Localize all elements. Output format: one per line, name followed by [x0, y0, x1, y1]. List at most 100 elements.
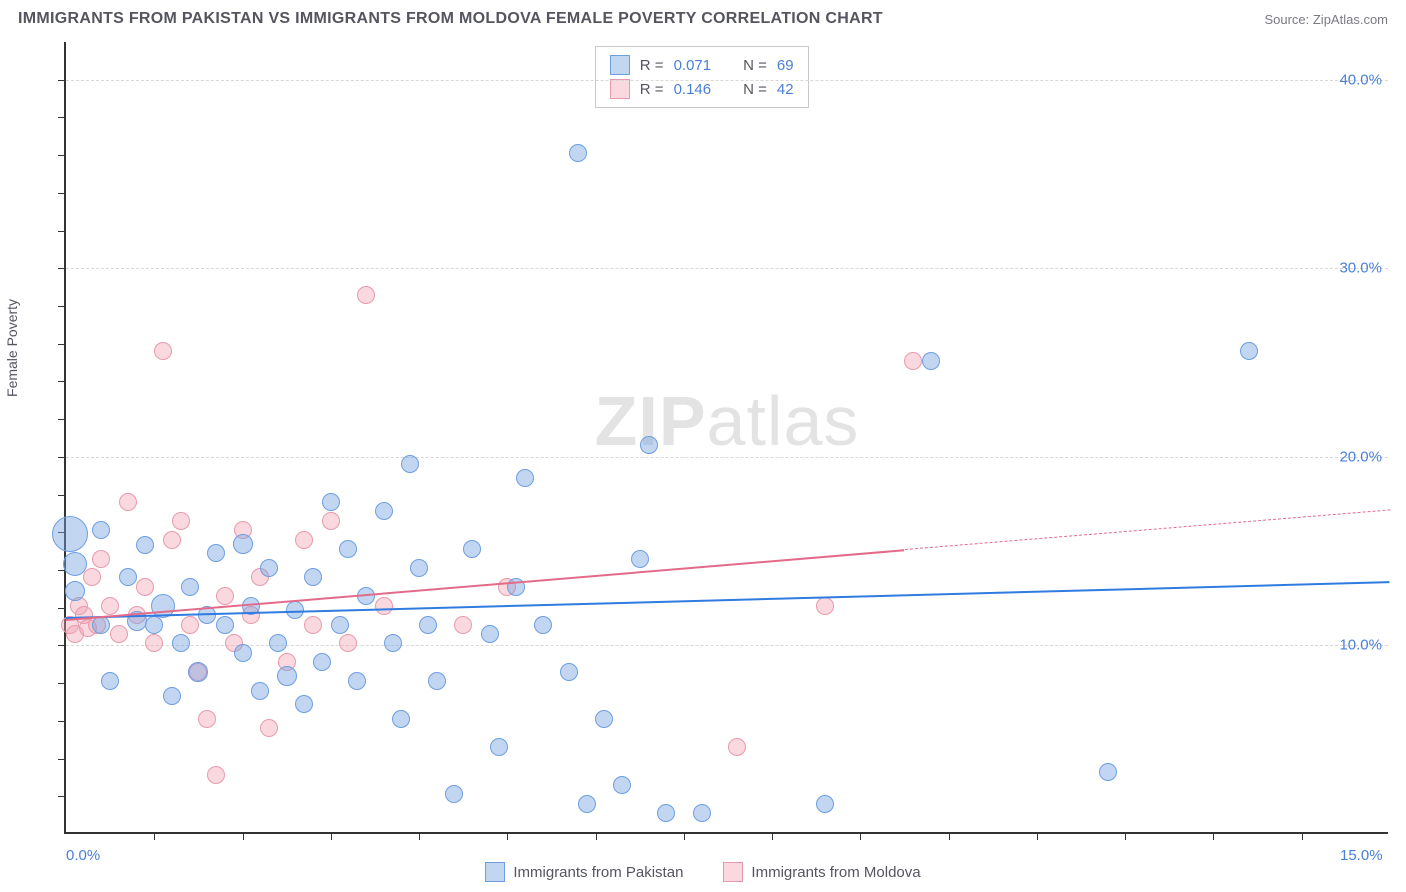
stat-n-value: 42	[777, 81, 794, 98]
y-tick	[58, 457, 66, 458]
scatter-point-pakistan	[419, 616, 437, 634]
scatter-point-moldova	[172, 512, 190, 530]
trendline-moldova-extrapolated	[904, 510, 1390, 551]
y-axis-label: Female Poverty	[4, 299, 20, 397]
y-tick	[58, 80, 66, 81]
scatter-point-moldova	[198, 710, 216, 728]
y-tick	[58, 759, 66, 760]
x-tick	[507, 832, 508, 840]
x-tick	[419, 832, 420, 840]
scatter-point-pakistan	[65, 581, 85, 601]
y-tick	[58, 608, 66, 609]
scatter-point-pakistan	[119, 568, 137, 586]
scatter-point-pakistan	[269, 634, 287, 652]
scatter-point-pakistan	[384, 634, 402, 652]
scatter-point-moldova	[357, 286, 375, 304]
stat-r-value: 0.071	[674, 57, 712, 74]
stat-r-value: 0.146	[674, 81, 712, 98]
y-tick	[58, 306, 66, 307]
scatter-point-pakistan	[560, 663, 578, 681]
scatter-point-pakistan	[392, 710, 410, 728]
scatter-point-pakistan	[1099, 763, 1117, 781]
scatter-point-moldova	[92, 550, 110, 568]
y-tick	[58, 495, 66, 496]
scatter-point-moldova	[304, 616, 322, 634]
scatter-point-moldova	[119, 493, 137, 511]
y-tick	[58, 231, 66, 232]
gridline	[66, 268, 1388, 269]
scatter-point-pakistan	[277, 666, 297, 686]
scatter-point-pakistan	[172, 634, 190, 652]
stat-r-key: R =	[640, 57, 664, 74]
plot-region: ZIPatlas R = 0.071N = 69R = 0.146N = 42 …	[64, 42, 1388, 834]
scatter-point-moldova	[163, 531, 181, 549]
scatter-point-pakistan	[63, 552, 87, 576]
scatter-point-pakistan	[410, 559, 428, 577]
scatter-point-pakistan	[569, 144, 587, 162]
x-tick	[1037, 832, 1038, 840]
scatter-point-pakistan	[339, 540, 357, 558]
chart-title: IMMIGRANTS FROM PAKISTAN VS IMMIGRANTS F…	[18, 10, 883, 28]
scatter-point-moldova	[260, 719, 278, 737]
scatter-point-moldova	[101, 597, 119, 615]
scatter-point-moldova	[181, 616, 199, 634]
scatter-point-pakistan	[595, 710, 613, 728]
legend-label: Immigrants from Pakistan	[513, 864, 683, 881]
stat-n-value: 69	[777, 57, 794, 74]
scatter-point-moldova	[145, 634, 163, 652]
stats-legend-box: R = 0.071N = 69R = 0.146N = 42	[595, 46, 809, 108]
scatter-point-moldova	[136, 578, 154, 596]
scatter-point-moldova	[207, 766, 225, 784]
scatter-point-pakistan	[375, 502, 393, 520]
scatter-point-pakistan	[657, 804, 675, 822]
y-tick	[58, 721, 66, 722]
scatter-point-moldova	[295, 531, 313, 549]
series-legend: Immigrants from PakistanImmigrants from …	[0, 862, 1406, 882]
chart-area: Female Poverty ZIPatlas R = 0.071N = 69R…	[18, 42, 1388, 834]
y-tick	[58, 344, 66, 345]
y-tick	[58, 381, 66, 382]
scatter-point-pakistan	[181, 578, 199, 596]
scatter-point-pakistan	[251, 682, 269, 700]
scatter-point-moldova	[154, 342, 172, 360]
x-tick	[331, 832, 332, 840]
gridline	[66, 645, 1388, 646]
scatter-point-pakistan	[101, 672, 119, 690]
scatter-point-pakistan	[207, 544, 225, 562]
y-tick-label: 10.0%	[1339, 637, 1382, 654]
scatter-point-pakistan	[631, 550, 649, 568]
scatter-point-pakistan	[481, 625, 499, 643]
scatter-point-pakistan	[445, 785, 463, 803]
scatter-point-pakistan	[188, 662, 208, 682]
scatter-point-pakistan	[163, 687, 181, 705]
y-tick	[58, 419, 66, 420]
scatter-point-pakistan	[816, 795, 834, 813]
y-tick-label: 40.0%	[1339, 71, 1382, 88]
scatter-point-pakistan	[613, 776, 631, 794]
scatter-point-pakistan	[331, 616, 349, 634]
x-tick	[243, 832, 244, 840]
y-tick	[58, 268, 66, 269]
x-tick	[949, 832, 950, 840]
scatter-point-moldova	[375, 597, 393, 615]
stat-n-key: N =	[743, 57, 767, 74]
scatter-point-pakistan	[92, 521, 110, 539]
source-label: Source: ZipAtlas.com	[1264, 12, 1388, 27]
legend-swatch	[723, 862, 743, 882]
scatter-point-pakistan	[313, 653, 331, 671]
scatter-point-pakistan	[534, 616, 552, 634]
scatter-point-pakistan	[295, 695, 313, 713]
scatter-point-pakistan	[322, 493, 340, 511]
x-tick	[1125, 832, 1126, 840]
scatter-point-pakistan	[234, 644, 252, 662]
scatter-point-pakistan	[1240, 342, 1258, 360]
scatter-point-moldova	[83, 568, 101, 586]
scatter-point-moldova	[728, 738, 746, 756]
scatter-point-moldova	[454, 616, 472, 634]
x-tick	[772, 832, 773, 840]
y-tick	[58, 796, 66, 797]
legend-swatch	[610, 55, 630, 75]
scatter-point-pakistan	[260, 559, 278, 577]
legend-item: Immigrants from Pakistan	[485, 862, 683, 882]
scatter-point-pakistan	[348, 672, 366, 690]
